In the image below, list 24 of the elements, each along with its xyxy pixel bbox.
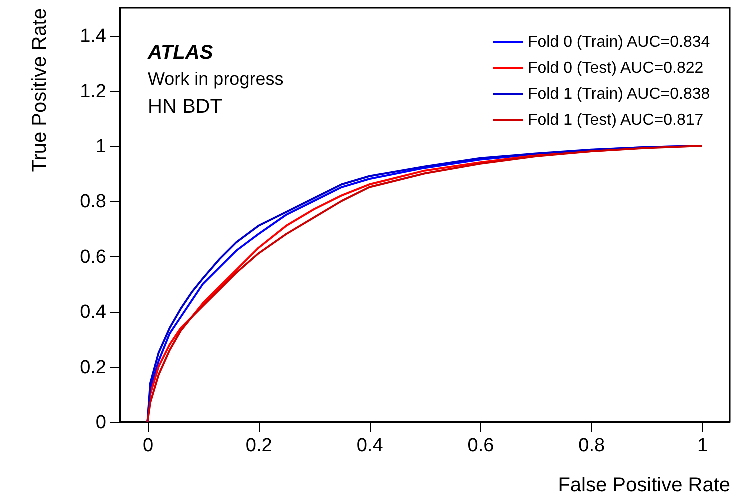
x-tick-label: 0.8 [578, 436, 606, 456]
legend-label: Fold 1 (Test) AUC=0.817 [528, 112, 704, 129]
y-tick-label: 0.4 [80, 302, 107, 324]
y-tick-label: 0.2 [80, 357, 106, 378]
annotation: HN BDT [148, 96, 222, 118]
y-tick-label: 0.8 [80, 192, 106, 213]
annotation: ATLAS [147, 42, 214, 64]
x-tick-label: 0 [142, 436, 154, 456]
x-tick-label: 1 [697, 436, 708, 456]
y-tick-label: 0 [96, 412, 106, 434]
legend-label: Fold 0 (Train) AUC=0.834 [528, 34, 710, 51]
annotation: Work in progress [148, 69, 284, 89]
y-tick-label: 1.2 [80, 81, 106, 102]
line-series [146, 145, 704, 422]
legend-label: Fold 1 (Train) AUC=0.838 [528, 86, 710, 103]
y-tick-label: 1 [96, 136, 106, 158]
y-tick-label: 1.4 [80, 26, 107, 48]
x-axis-title: False Positive Rate [558, 474, 730, 495]
x-tick-label: 0.4 [356, 436, 384, 456]
y-tick-label: 0.6 [80, 246, 106, 268]
legend-label: Fold 0 (Test) AUC=0.822 [528, 60, 704, 77]
x-tick-label: 0.6 [468, 436, 494, 456]
x-tick-label: 0.2 [246, 436, 272, 456]
y-axis-title: True Positive Rate [29, 8, 52, 172]
